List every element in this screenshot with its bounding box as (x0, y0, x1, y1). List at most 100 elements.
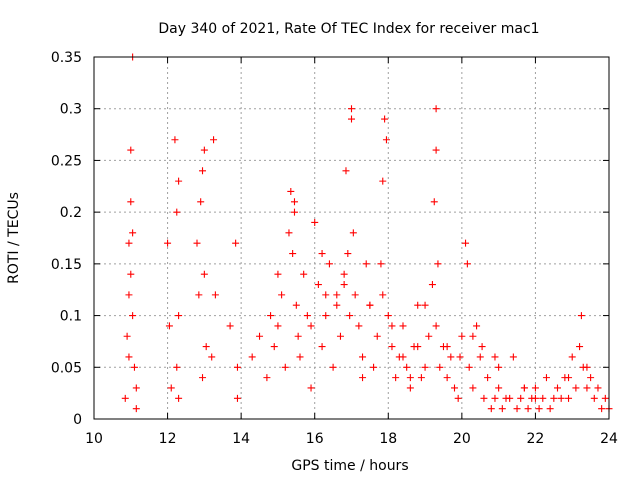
data-point (546, 405, 554, 413)
data-point (577, 312, 585, 320)
data-point (456, 353, 464, 361)
data-point (465, 363, 473, 371)
data-point (344, 250, 352, 258)
data-point (451, 384, 458, 392)
data-point (463, 260, 471, 268)
data-point (199, 374, 207, 382)
data-point (329, 363, 337, 371)
data-point (129, 312, 137, 320)
data-point (495, 384, 503, 392)
data-point (311, 218, 319, 226)
data-point (414, 301, 422, 309)
data-point (296, 353, 304, 361)
data-point (208, 353, 216, 361)
data-point (290, 198, 298, 206)
data-point (583, 363, 591, 371)
data-point (565, 394, 573, 402)
y-tick-label: 0.1 (60, 309, 82, 325)
data-point (318, 343, 326, 351)
data-point (366, 301, 374, 309)
data-point (583, 384, 591, 392)
data-point (303, 312, 311, 320)
data-point (199, 167, 207, 175)
data-point (539, 394, 547, 402)
plot-frame (93, 56, 610, 420)
data-point (478, 343, 486, 351)
y-tick-label: 0.3 (60, 102, 82, 118)
data-point (377, 260, 385, 268)
data-points (121, 53, 613, 413)
data-point (414, 343, 422, 351)
x-tick-label: 10 (85, 431, 103, 447)
data-point (381, 115, 389, 123)
x-tick-label: 14 (232, 431, 250, 447)
data-point (171, 136, 179, 144)
data-point (232, 239, 240, 247)
data-point (480, 394, 488, 402)
data-point (399, 322, 407, 330)
data-point (336, 332, 344, 340)
data-point (565, 374, 573, 382)
data-point (462, 239, 470, 247)
x-tick-label: 16 (306, 431, 324, 447)
data-point (531, 384, 539, 392)
data-point (572, 384, 580, 392)
data-point (454, 394, 462, 402)
data-point (318, 250, 326, 258)
data-point (290, 208, 298, 216)
data-point (469, 384, 477, 392)
data-point (417, 374, 425, 382)
data-point (211, 291, 219, 299)
data-point (300, 270, 308, 278)
data-point (200, 270, 208, 278)
data-point (428, 281, 436, 289)
data-point (125, 239, 133, 247)
chart-title: Day 340 of 2021, Rate Of TEC Index for r… (158, 21, 539, 37)
data-point (379, 291, 387, 299)
y-tick-label: 0.15 (51, 257, 82, 273)
data-point (498, 405, 506, 413)
data-point (590, 394, 598, 402)
x-tick-label: 18 (379, 431, 397, 447)
data-point (202, 343, 210, 351)
data-point (406, 374, 414, 382)
data-point (495, 363, 503, 371)
data-point (443, 374, 451, 382)
data-point (379, 177, 387, 185)
data-point (359, 353, 367, 361)
data-point (491, 353, 499, 361)
data-point (359, 374, 367, 382)
data-point (287, 187, 295, 195)
data-point (200, 146, 208, 154)
data-point (167, 384, 175, 392)
data-point (263, 374, 271, 382)
data-point (513, 405, 521, 413)
data-point (434, 260, 442, 268)
data-point (127, 270, 135, 278)
data-point (132, 384, 140, 392)
data-point (447, 353, 455, 361)
data-point (506, 394, 514, 402)
x-axis-ticks: 10 12 14 16 18 20 22 24 (85, 57, 618, 447)
data-point (473, 322, 481, 330)
data-point (248, 353, 256, 361)
data-point (601, 394, 609, 402)
data-point (406, 384, 414, 392)
data-point (333, 291, 341, 299)
data-point (568, 353, 576, 361)
data-point (270, 343, 278, 351)
data-point (421, 301, 429, 309)
y-axis-label: ROTI / TECUs (6, 192, 22, 284)
y-tick-label: 0 (73, 412, 82, 428)
data-point (322, 312, 330, 320)
data-point (127, 198, 135, 206)
data-point (342, 167, 350, 175)
data-point (132, 405, 140, 413)
data-point (520, 384, 528, 392)
data-point (121, 394, 129, 402)
data-point (127, 146, 135, 154)
x-axis-label: GPS time / hours (291, 458, 408, 474)
data-point (550, 394, 558, 402)
data-point (233, 394, 241, 402)
data-point (382, 136, 390, 144)
